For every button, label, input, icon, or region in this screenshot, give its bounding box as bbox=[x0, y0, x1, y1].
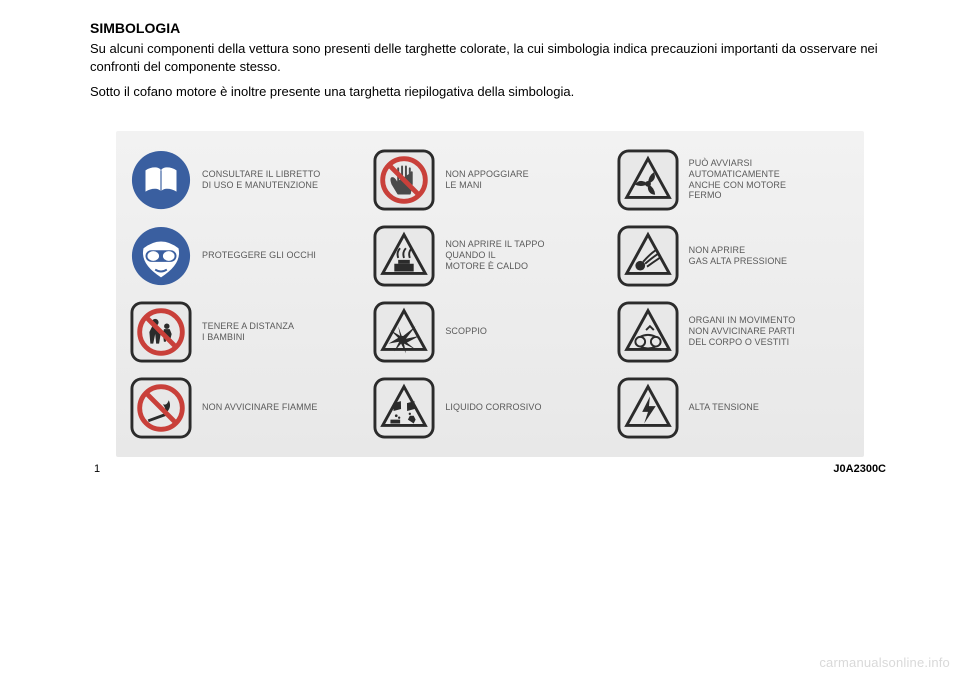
symbol-label: NON APPOGGIARELE MANI bbox=[445, 169, 528, 191]
symbol-cell: ORGANI IN MOVIMENTONON AVVICINARE PARTID… bbox=[617, 301, 850, 363]
symbol-label: NON APRIREGAS ALTA PRESSIONE bbox=[689, 245, 788, 267]
figure-reference-code: J0A2300C bbox=[833, 463, 886, 475]
symbol-cell: NON APRIREGAS ALTA PRESSIONE bbox=[617, 225, 850, 287]
no-open-flame-icon bbox=[130, 377, 192, 439]
figure-index: 1 bbox=[94, 463, 100, 475]
symbol-label: SCOPPIO bbox=[445, 326, 487, 337]
symbol-cell: PROTEGGERE GLI OCCHI bbox=[130, 225, 363, 287]
symbol-label: PROTEGGERE GLI OCCHI bbox=[202, 250, 316, 261]
symbol-cell: NON APPOGGIARELE MANI bbox=[373, 149, 606, 211]
symbol-grid: CONSULTARE IL LIBRETTODI USO E MANUTENZI… bbox=[130, 149, 850, 439]
symbol-label: ORGANI IN MOVIMENTONON AVVICINARE PARTID… bbox=[689, 315, 796, 347]
high-voltage-icon bbox=[617, 377, 679, 439]
fan-auto-start-icon bbox=[617, 149, 679, 211]
manual-book-icon bbox=[130, 149, 192, 211]
corrosive-liquid-icon bbox=[373, 377, 435, 439]
symbol-cell: CONSULTARE IL LIBRETTODI USO E MANUTENZI… bbox=[130, 149, 363, 211]
moving-parts-icon bbox=[617, 301, 679, 363]
page-heading: SIMBOLOGIA bbox=[90, 20, 890, 36]
intro-paragraph-1: Su alcuni componenti della vettura sono … bbox=[90, 40, 890, 75]
symbol-cell: SCOPPIO bbox=[373, 301, 606, 363]
symbol-label: TENERE A DISTANZAI BAMBINI bbox=[202, 321, 294, 343]
symbol-cell: NON AVVICINARE FIAMME bbox=[130, 377, 363, 439]
keep-children-away-icon bbox=[130, 301, 192, 363]
symbol-label: LIQUIDO CORROSIVO bbox=[445, 402, 541, 413]
symbol-label: ALTA TENSIONE bbox=[689, 402, 759, 413]
symbol-cell: LIQUIDO CORROSIVO bbox=[373, 377, 606, 439]
symbol-cell: NON APRIRE IL TAPPOQUANDO ILMOTORE È CAL… bbox=[373, 225, 606, 287]
symbol-cell: ALTA TENSIONE bbox=[617, 377, 850, 439]
no-hands-icon bbox=[373, 149, 435, 211]
symbol-cell: PUÒ AVVIARSIAUTOMATICAMENTEANCHE CON MOT… bbox=[617, 149, 850, 211]
eye-protection-icon bbox=[130, 225, 192, 287]
symbol-label: NON APRIRE IL TAPPOQUANDO ILMOTORE È CAL… bbox=[445, 239, 544, 271]
symbol-plate: CONSULTARE IL LIBRETTODI USO E MANUTENZI… bbox=[116, 131, 864, 457]
high-pressure-gas-icon bbox=[617, 225, 679, 287]
explosion-icon bbox=[373, 301, 435, 363]
watermark-text: carmanualsonline.info bbox=[819, 655, 950, 670]
figure-reference-row: 1 J0A2300C bbox=[90, 463, 890, 475]
symbol-label: NON AVVICINARE FIAMME bbox=[202, 402, 317, 413]
symbol-label: PUÒ AVVIARSIAUTOMATICAMENTEANCHE CON MOT… bbox=[689, 158, 786, 201]
intro-paragraph-2: Sotto il cofano motore è inoltre present… bbox=[90, 83, 890, 101]
symbol-cell: TENERE A DISTANZAI BAMBINI bbox=[130, 301, 363, 363]
symbol-label: CONSULTARE IL LIBRETTODI USO E MANUTENZI… bbox=[202, 169, 320, 191]
hot-cap-icon bbox=[373, 225, 435, 287]
